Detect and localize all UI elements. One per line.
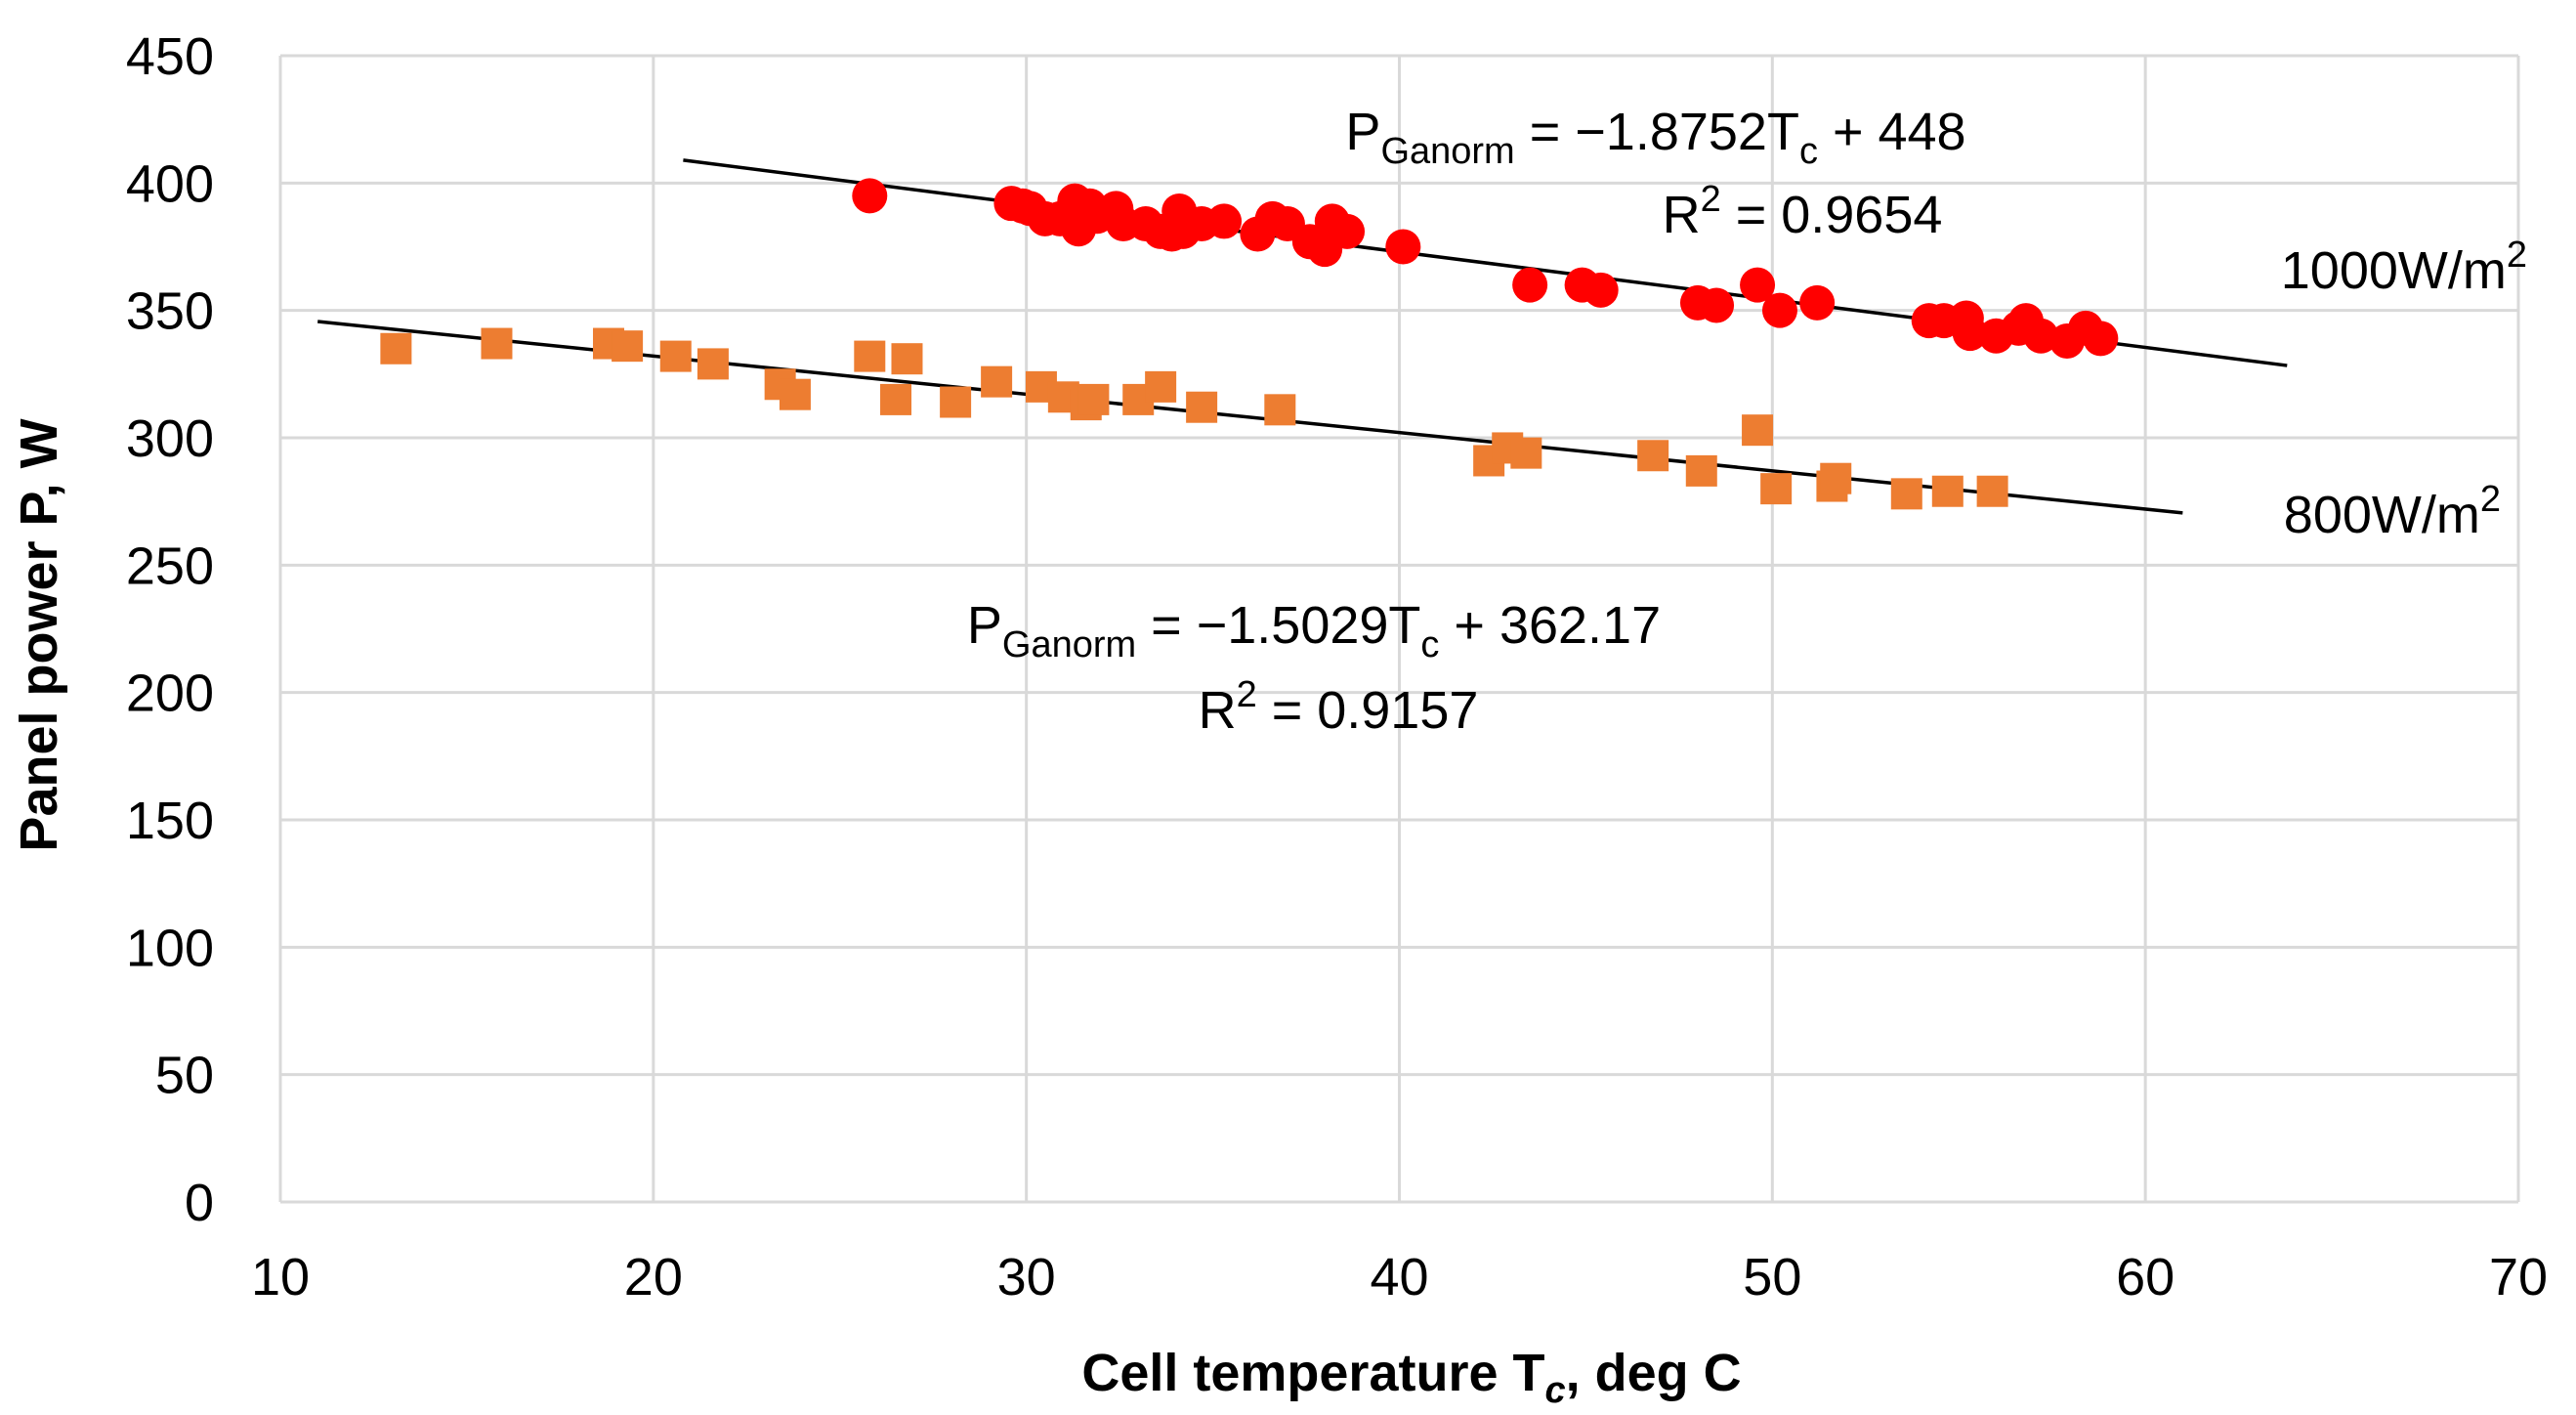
point-1000	[1699, 287, 1735, 323]
point-1000	[852, 178, 888, 214]
point-800	[1931, 475, 1964, 507]
point-800	[1820, 462, 1852, 494]
trend-r2-1000: R2 = 0.9654	[1663, 179, 1943, 244]
point-800	[981, 365, 1013, 398]
point-800	[697, 348, 729, 380]
series-label-800: 800W/m2	[2284, 479, 2501, 544]
trend-equation-1000: PGanorm = −1.8752Tc + 448	[1345, 103, 1965, 172]
trend-equation-800: PGanorm = −1.5029Tc + 362.17	[967, 596, 1661, 665]
point-800	[1077, 383, 1110, 415]
point-800	[380, 332, 412, 364]
point-800	[612, 330, 644, 363]
point-800	[1742, 414, 1774, 447]
y-tick-label: 450	[126, 27, 214, 86]
x-axis-title-prefix: Cell temperature T	[1081, 1344, 1544, 1402]
point-800	[1264, 394, 1296, 426]
grid	[278, 54, 2520, 1204]
y-tick-label: 50	[155, 1047, 214, 1105]
x-tick-label: 10	[251, 1248, 310, 1307]
x-axis-title-subscript: c	[1544, 1370, 1565, 1411]
x-tick-label: 30	[997, 1248, 1056, 1307]
point-800	[880, 383, 912, 415]
point-1000	[2023, 318, 2059, 354]
y-tick-label: 100	[126, 919, 214, 977]
trend-r2-800: R2 = 0.9157	[1199, 674, 1479, 740]
point-1000	[2083, 321, 2119, 357]
point-800	[1145, 370, 1177, 403]
point-800	[891, 343, 923, 375]
data-points	[380, 178, 2119, 510]
point-800	[1976, 475, 2008, 507]
point-800	[1637, 440, 1669, 472]
point-1000	[1583, 272, 1619, 308]
point-1000	[1799, 284, 1836, 321]
point-800	[779, 378, 811, 410]
point-800	[1685, 454, 1717, 487]
x-axis-title: Cell temperature Tc, deg C	[1081, 1344, 1741, 1411]
x-tick-label: 40	[1370, 1248, 1428, 1307]
point-800	[1510, 437, 1542, 469]
axes: 0 50 100 150 200 250 300 350 400 450 10 20 30 40 50 60 7…	[126, 27, 2548, 1307]
point-1000	[1330, 213, 1366, 249]
point-800	[481, 327, 513, 360]
y-tick-label: 300	[126, 409, 214, 468]
y-tick-label: 0	[185, 1174, 214, 1232]
y-tick-label: 250	[126, 536, 214, 595]
point-800	[1186, 391, 1218, 423]
point-1000	[1385, 229, 1421, 265]
point-1000	[1740, 267, 1776, 303]
x-tick-label: 20	[624, 1248, 683, 1307]
y-tick-label: 150	[126, 792, 214, 850]
point-800	[854, 340, 886, 372]
point-800	[1890, 478, 1922, 510]
point-1000	[1761, 292, 1797, 328]
point-1000	[1206, 203, 1243, 239]
y-tick-label: 400	[126, 154, 214, 213]
series-label-1000: 1000W/m2	[2281, 235, 2527, 300]
x-axis-title-suffix: , deg C	[1566, 1344, 1742, 1402]
y-tick-label: 350	[126, 282, 214, 341]
x-tick-label: 60	[2116, 1248, 2175, 1307]
point-1000	[1952, 316, 1988, 352]
y-tick-label: 200	[126, 665, 214, 723]
point-800	[659, 340, 692, 372]
point-800	[940, 386, 972, 418]
x-tick-label: 50	[1743, 1248, 1801, 1307]
x-tick-label: 70	[2489, 1248, 2548, 1307]
y-axis-title: Panel power P, W	[10, 418, 68, 851]
point-800	[1760, 473, 1793, 505]
point-1000	[1512, 267, 1548, 303]
